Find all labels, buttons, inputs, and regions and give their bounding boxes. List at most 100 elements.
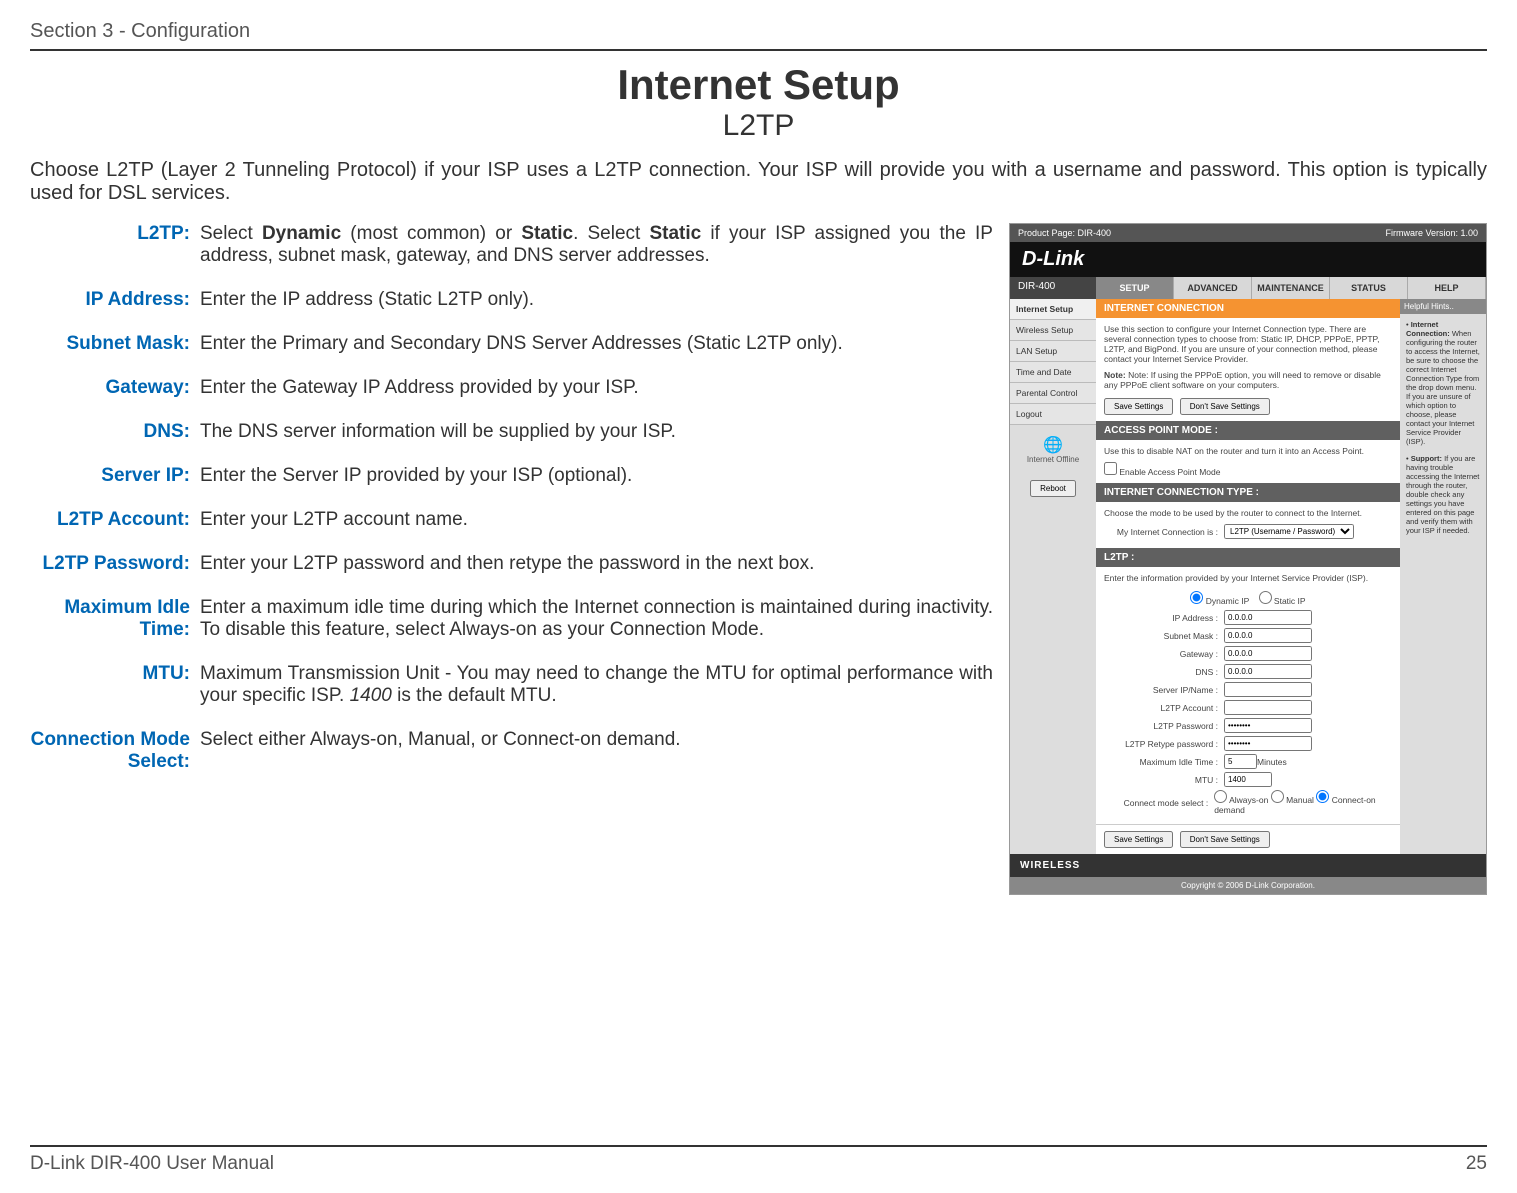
reboot-button[interactable]: Reboot bbox=[1030, 480, 1076, 497]
internet-connection-text: Use this section to configure your Inter… bbox=[1104, 324, 1392, 364]
conn-type-title: INTERNET CONNECTION TYPE : bbox=[1096, 483, 1400, 502]
sidebar-item-internet-setup[interactable]: Internet Setup bbox=[1010, 299, 1096, 320]
sidebar-item-parental-control[interactable]: Parental Control bbox=[1010, 383, 1096, 404]
product-page-label: Product Page: DIR-400 bbox=[1018, 228, 1111, 238]
save-settings-button[interactable]: Save Settings bbox=[1104, 398, 1173, 415]
gateway-label: Gateway : bbox=[1104, 649, 1224, 659]
definition-row: L2TP Password:Enter your L2TP password a… bbox=[30, 553, 993, 575]
model-label: DIR-400 bbox=[1010, 277, 1096, 299]
l2tp-account-input[interactable] bbox=[1224, 700, 1312, 715]
l2tp-password-input[interactable] bbox=[1224, 718, 1312, 733]
internet-connection-note: Note: If using the PPPoE option, you wil… bbox=[1104, 370, 1381, 390]
dont-save-settings-button-2[interactable]: Don't Save Settings bbox=[1180, 831, 1270, 848]
my-connection-label: My Internet Connection is : bbox=[1104, 527, 1224, 537]
sidebar: Internet SetupWireless SetupLAN SetupTim… bbox=[1010, 299, 1096, 854]
definition-row: Maximum Idle Time:Enter a maximum idle t… bbox=[30, 597, 993, 641]
definition-text: Enter your L2TP password and then retype… bbox=[200, 553, 993, 575]
definition-text: Select Dynamic (most common) or Static. … bbox=[200, 223, 993, 267]
help-item1-text: When configuring the router to access th… bbox=[1406, 329, 1480, 446]
definition-row: DNS:The DNS server information will be s… bbox=[30, 421, 993, 443]
enable-ap-checkbox[interactable] bbox=[1104, 462, 1117, 475]
globe-icon: 🌐 bbox=[1016, 435, 1090, 455]
subnet-mask-input[interactable] bbox=[1224, 628, 1312, 643]
firmware-label: Firmware Version: 1.00 bbox=[1385, 228, 1478, 238]
mtu-input[interactable] bbox=[1224, 772, 1272, 787]
server-ip-input[interactable] bbox=[1224, 682, 1312, 697]
definition-label: L2TP: bbox=[30, 223, 200, 267]
help-title: Helpful Hints.. bbox=[1400, 299, 1486, 314]
definition-row: MTU:Maximum Transmission Unit - You may … bbox=[30, 663, 993, 707]
sidebar-item-lan-setup[interactable]: LAN Setup bbox=[1010, 341, 1096, 362]
help-item2-title: Support: bbox=[1411, 454, 1442, 463]
minutes-label: Minutes bbox=[1257, 757, 1287, 767]
section-label: Section 3 - Configuration bbox=[30, 20, 1487, 43]
l2tp-retype-input[interactable] bbox=[1224, 736, 1312, 751]
definition-text: Select either Always-on, Manual, or Conn… bbox=[200, 729, 993, 773]
nav-tabs: SETUPADVANCEDMAINTENANCESTATUSHELP bbox=[1096, 277, 1486, 299]
definition-label: L2TP Password: bbox=[30, 553, 200, 575]
definition-text: Enter a maximum idle time during which t… bbox=[200, 597, 993, 641]
help-item2-text: If you are having trouble accessing the … bbox=[1406, 454, 1479, 535]
l2tp-retype-label: L2TP Retype password : bbox=[1104, 739, 1224, 749]
dont-save-settings-button[interactable]: Don't Save Settings bbox=[1180, 398, 1270, 415]
always-on-radio[interactable] bbox=[1214, 790, 1227, 803]
copyright-label: Copyright © 2006 D-Link Corporation. bbox=[1010, 877, 1486, 894]
static-ip-radio[interactable] bbox=[1259, 591, 1272, 604]
content-wrap: L2TP:Select Dynamic (most common) or Sta… bbox=[30, 223, 1487, 895]
intro-paragraph: Choose L2TP (Layer 2 Tunneling Protocol)… bbox=[30, 159, 1487, 205]
definition-row: L2TP:Select Dynamic (most common) or Sta… bbox=[30, 223, 993, 267]
ap-mode-text: Use this to disable NAT on the router an… bbox=[1104, 446, 1392, 456]
sidebar-item-time-and-date[interactable]: Time and Date bbox=[1010, 362, 1096, 383]
definition-label: Connection Mode Select: bbox=[30, 729, 200, 773]
subnet-mask-label: Subnet Mask : bbox=[1104, 631, 1224, 641]
manual-radio[interactable] bbox=[1271, 790, 1284, 803]
gateway-input[interactable] bbox=[1224, 646, 1312, 661]
dynamic-ip-radio[interactable] bbox=[1190, 591, 1203, 604]
dns-input[interactable] bbox=[1224, 664, 1312, 679]
definition-label: Gateway: bbox=[30, 377, 200, 399]
nav-tab-setup[interactable]: SETUP bbox=[1096, 277, 1174, 299]
sidebar-item-logout[interactable]: Logout bbox=[1010, 404, 1096, 425]
wireless-footer: WIRELESS bbox=[1010, 854, 1486, 877]
ap-mode-title: ACCESS POINT MODE : bbox=[1096, 421, 1400, 440]
dns-label: DNS : bbox=[1104, 667, 1224, 677]
definition-list: L2TP:Select Dynamic (most common) or Sta… bbox=[30, 223, 993, 895]
save-settings-button-2[interactable]: Save Settings bbox=[1104, 831, 1173, 848]
definition-label: Maximum Idle Time: bbox=[30, 597, 200, 641]
static-ip-label: Static IP bbox=[1274, 596, 1306, 606]
help-panel: Helpful Hints.. • Internet Connection: W… bbox=[1400, 299, 1486, 854]
definition-row: Subnet Mask:Enter the Primary and Second… bbox=[30, 333, 993, 355]
rule-top bbox=[30, 49, 1487, 51]
nav-tab-status[interactable]: STATUS bbox=[1330, 277, 1408, 299]
max-idle-label: Maximum Idle Time : bbox=[1104, 757, 1224, 767]
nav-tab-maintenance[interactable]: MAINTENANCE bbox=[1252, 277, 1330, 299]
help-item1-title: Internet Connection: bbox=[1406, 320, 1450, 338]
nav-tab-advanced[interactable]: ADVANCED bbox=[1174, 277, 1252, 299]
nav-tab-help[interactable]: HELP bbox=[1408, 277, 1486, 299]
rule-bottom bbox=[30, 1145, 1487, 1147]
definition-label: L2TP Account: bbox=[30, 509, 200, 531]
main-panel: INTERNET CONNECTION Use this section to … bbox=[1096, 299, 1400, 854]
manual-label: Manual bbox=[1286, 795, 1314, 805]
connection-type-select[interactable]: L2TP (Username / Password) bbox=[1224, 524, 1354, 539]
max-idle-input[interactable] bbox=[1224, 754, 1257, 769]
definition-label: IP Address: bbox=[30, 289, 200, 311]
definition-text: Maximum Transmission Unit - You may need… bbox=[200, 663, 993, 707]
definition-text: Enter the IP address (Static L2TP only). bbox=[200, 289, 993, 311]
router-screenshot: Product Page: DIR-400 Firmware Version: … bbox=[1009, 223, 1487, 895]
definition-text: Enter the Gateway IP Address provided by… bbox=[200, 377, 993, 399]
internet-connection-title: INTERNET CONNECTION bbox=[1096, 299, 1400, 318]
l2tp-panel-title: L2TP : bbox=[1096, 548, 1400, 567]
definition-row: Connection Mode Select:Select either Alw… bbox=[30, 729, 993, 773]
connect-on-demand-radio[interactable] bbox=[1316, 790, 1329, 803]
ip-address-input[interactable] bbox=[1224, 610, 1312, 625]
dlink-logo: D-Link bbox=[1010, 242, 1486, 277]
definition-text: Enter the Primary and Secondary DNS Serv… bbox=[200, 333, 993, 355]
sidebar-item-wireless-setup[interactable]: Wireless Setup bbox=[1010, 320, 1096, 341]
definition-label: DNS: bbox=[30, 421, 200, 443]
definition-text: Enter the Server IP provided by your ISP… bbox=[200, 465, 993, 487]
l2tp-password-label: L2TP Password : bbox=[1104, 721, 1224, 731]
l2tp-account-label: L2TP Account : bbox=[1104, 703, 1224, 713]
manual-title: D-Link DIR-400 User Manual bbox=[30, 1153, 274, 1175]
definition-label: MTU: bbox=[30, 663, 200, 707]
